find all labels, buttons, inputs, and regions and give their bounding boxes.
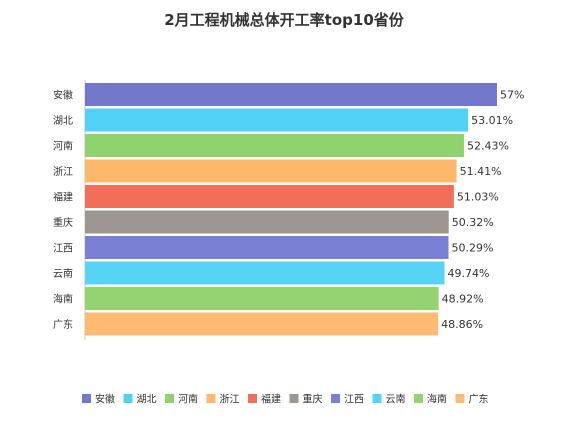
legend-swatch-0 xyxy=(82,394,91,403)
legend-label-6: 江西 xyxy=(344,394,364,406)
legend-label-4: 福建 xyxy=(261,393,281,406)
value-label-9: 48.86% xyxy=(441,318,483,331)
category-label-0: 安徽 xyxy=(53,89,73,102)
category-label-2: 河南 xyxy=(53,140,73,153)
chart-title: 2月工程机械总体开工率top10省份 xyxy=(164,11,405,29)
legend-item-9: 广东 xyxy=(455,393,489,406)
value-label-8: 48.92% xyxy=(442,293,484,306)
legend-swatch-4 xyxy=(248,394,257,403)
legend-item-3: 浙江 xyxy=(206,394,240,406)
legend-swatch-6 xyxy=(331,394,340,403)
legend-swatch-3 xyxy=(206,394,216,403)
category-label-5: 重庆 xyxy=(53,216,73,229)
bar-8 xyxy=(85,287,439,310)
legend-item-0: 安徽 xyxy=(82,393,115,406)
bar-6 xyxy=(85,236,449,259)
legend-label-8: 海南 xyxy=(427,393,447,406)
legend-swatch-8 xyxy=(414,394,423,403)
value-label-7: 49.74% xyxy=(448,267,490,280)
legend-item-8: 海南 xyxy=(414,393,447,406)
legend-label-3: 浙江 xyxy=(220,394,240,406)
bar-4 xyxy=(85,185,454,208)
value-label-0: 57% xyxy=(500,89,524,102)
category-label-6: 江西 xyxy=(53,243,73,255)
category-label-9: 广东 xyxy=(53,318,73,331)
bars-group xyxy=(85,83,497,336)
legend-item-6: 江西 xyxy=(331,394,364,406)
category-label-4: 福建 xyxy=(53,191,73,204)
legend-swatch-5 xyxy=(289,394,299,403)
legend-swatch-7 xyxy=(372,394,382,403)
legend-swatch-1 xyxy=(123,394,133,403)
legend-item-5: 重庆 xyxy=(289,393,323,406)
legend-label-5: 重庆 xyxy=(303,393,323,406)
bar-1 xyxy=(85,108,469,132)
category-label-1: 湖北 xyxy=(53,115,73,127)
bar-7 xyxy=(85,261,445,285)
legend-item-2: 河南 xyxy=(165,393,198,406)
bar-0 xyxy=(85,83,497,106)
legend-label-9: 广东 xyxy=(469,393,489,406)
value-label-1: 53.01% xyxy=(471,114,513,127)
legend-item-4: 福建 xyxy=(248,393,281,406)
value-label-4: 51.03% xyxy=(457,191,499,204)
legend-item-7: 云南 xyxy=(372,393,406,406)
bar-2 xyxy=(85,134,464,157)
category-label-8: 海南 xyxy=(53,293,73,306)
legend-label-1: 湖北 xyxy=(137,394,157,406)
legend-swatch-9 xyxy=(455,394,465,403)
legend-label-0: 安徽 xyxy=(95,393,115,406)
value-labels-group: 57% 53.01% 52.43% 51.41% 51.03% 50.32% 50.29% 4… xyxy=(441,89,524,332)
value-label-6: 50.29% xyxy=(451,242,493,255)
bar-3 xyxy=(85,159,457,183)
value-label-3: 51.41% xyxy=(460,165,502,178)
category-label-7: 云南 xyxy=(53,267,73,280)
value-label-2: 52.43% xyxy=(467,140,509,153)
category-label-3: 浙江 xyxy=(53,166,73,178)
value-label-5: 50.32% xyxy=(452,216,494,229)
legend: 安徽 湖北 河南 浙江 福建 重庆 江西 云南 海南 广东 xyxy=(82,393,489,406)
legend-item-1: 湖北 xyxy=(123,394,157,406)
legend-swatch-2 xyxy=(165,394,174,403)
bar-5 xyxy=(85,210,449,234)
legend-label-2: 河南 xyxy=(178,393,198,406)
legend-label-7: 云南 xyxy=(386,393,406,406)
bar-9 xyxy=(85,312,439,336)
